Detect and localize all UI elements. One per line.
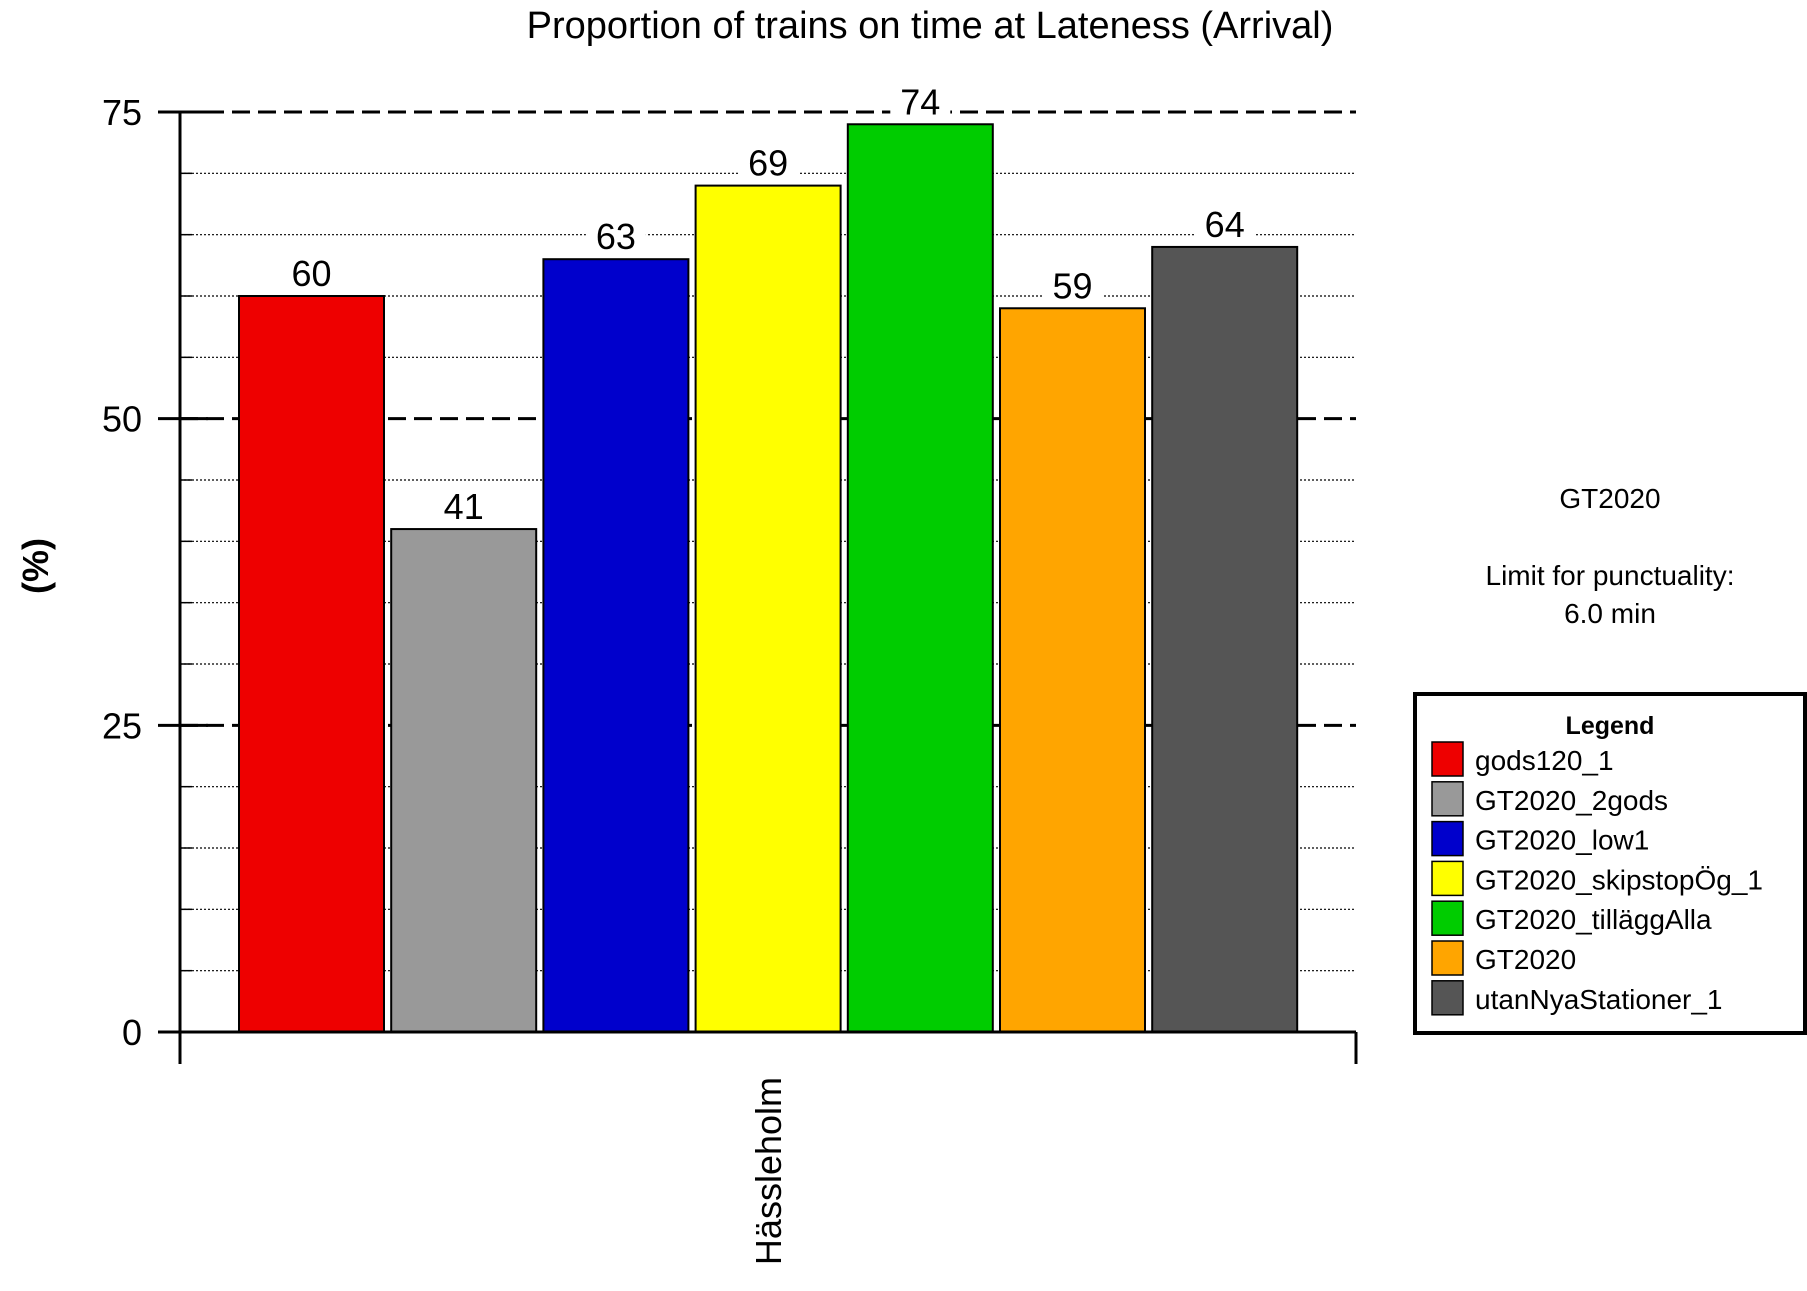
data-label: 63 (596, 216, 636, 257)
legend: Legend gods120_1 GT2020_2gods GT2020_low1 G… (1413, 692, 1807, 1035)
bar (238, 295, 385, 1033)
axes: 0 25 50 75 Hässleholm (102, 92, 1358, 1265)
chart-title: Proportion of trains on time at Lateness… (527, 5, 1334, 47)
data-label: 41 (444, 486, 484, 527)
annotation-limit-label: Limit for punctuality: (1486, 560, 1735, 591)
y-tick-label: 25 (102, 705, 142, 746)
bar (999, 307, 1146, 1033)
bar (846, 123, 994, 1034)
legend-label: GT2020_2gods (1475, 785, 1668, 816)
annotation-scenario: GT2020 (1559, 483, 1660, 514)
data-labels: 60 41 63 69 74 59 64 (281, 80, 1255, 527)
bar (390, 528, 538, 1033)
bars: 60 41 63 69 74 59 64 (238, 80, 1299, 1034)
legend-swatch (1431, 820, 1464, 857)
legend-swatch (1431, 900, 1464, 936)
legend-swatch (1431, 980, 1464, 1016)
annotation-limit-value: 6.0 min (1564, 598, 1656, 629)
legend-label: GT2020_tilläggAlla (1475, 904, 1712, 935)
legend-label: gods120_1 (1475, 745, 1614, 776)
data-label-bg (1042, 264, 1103, 303)
legend-items: gods120_1 GT2020_2gods GT2020_low1 GT2020_s… (1431, 741, 1763, 1016)
y-tick-label: 75 (102, 92, 142, 133)
x-tick-label: Hässleholm (748, 1077, 789, 1265)
data-label-bg (585, 215, 646, 254)
data-label: 74 (900, 81, 940, 122)
y-axis-label: (%) (15, 538, 56, 594)
data-label-bg (738, 141, 799, 180)
data-label: 64 (1205, 204, 1245, 245)
data-label-bg (1194, 202, 1255, 241)
data-label: 59 (1052, 265, 1092, 306)
legend-frame (1413, 692, 1807, 1035)
legend-swatch (1431, 860, 1464, 897)
data-label: 69 (748, 143, 788, 184)
bar (1151, 245, 1299, 1033)
legend-label: GT2020 (1475, 944, 1576, 975)
data-label-bg (433, 485, 494, 524)
legend-swatch (1431, 781, 1464, 817)
legend-label: GT2020_skipstopÖg_1 (1475, 864, 1763, 895)
y-tick-label: 50 (102, 399, 142, 440)
y-tick-label: 0 (122, 1012, 142, 1053)
data-label-bg (281, 252, 342, 290)
data-label-bg (890, 80, 951, 119)
bar (694, 184, 842, 1034)
bar (542, 258, 690, 1033)
legend-label: GT2020_low1 (1475, 825, 1649, 856)
data-label: 60 (291, 253, 331, 294)
legend-label: utanNyaStationer_1 (1475, 984, 1723, 1015)
legend-swatch (1431, 940, 1464, 976)
legend-swatch (1431, 741, 1464, 777)
legend-title: Legend (1566, 712, 1655, 740)
